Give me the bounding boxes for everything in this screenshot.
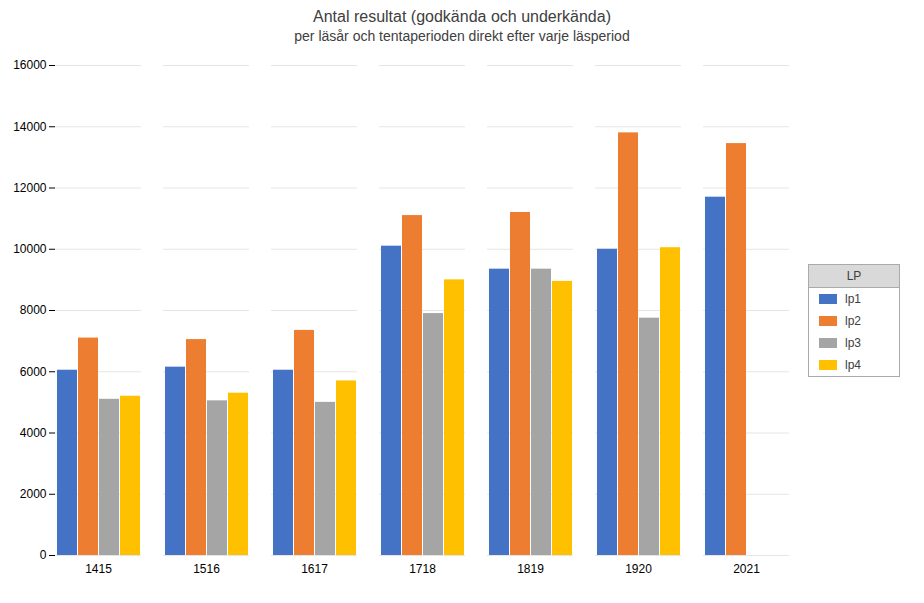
html-text:Antal resultat (godkända och u: Antal resultat (godkända och underkända)	[313, 8, 611, 25]
svg-text:12000: 12000	[13, 181, 47, 195]
svg-text:1617: 1617	[301, 562, 328, 576]
html-text:lp2: lp2	[845, 313, 861, 328]
html-text:lp4: lp4	[845, 357, 861, 372]
html-text:lp3: lp3	[845, 335, 861, 350]
svg-text:4000: 4000	[20, 426, 47, 440]
svg-text:6000: 6000	[20, 365, 47, 379]
svg-text:16000: 16000	[13, 58, 47, 72]
svg-text:10000: 10000	[13, 242, 47, 256]
svg-text:1516: 1516	[193, 562, 220, 576]
svg-text:1415: 1415	[85, 562, 112, 576]
html-text:per läsår och tentaperioden di: per läsår och tentaperioden direkt efter…	[294, 28, 630, 44]
html-text:lp1: lp1	[845, 291, 861, 306]
svg-text:0: 0	[40, 548, 47, 562]
svg-text:8000: 8000	[20, 303, 47, 317]
svg-text:1718: 1718	[409, 562, 436, 576]
html-text:LP: LP	[846, 268, 862, 283]
svg-text:1819: 1819	[517, 562, 544, 576]
svg-text:1920: 1920	[625, 562, 652, 576]
svg-text:14000: 14000	[13, 120, 47, 134]
svg-text:2000: 2000	[20, 487, 47, 501]
svg-text:2021: 2021	[733, 562, 760, 576]
